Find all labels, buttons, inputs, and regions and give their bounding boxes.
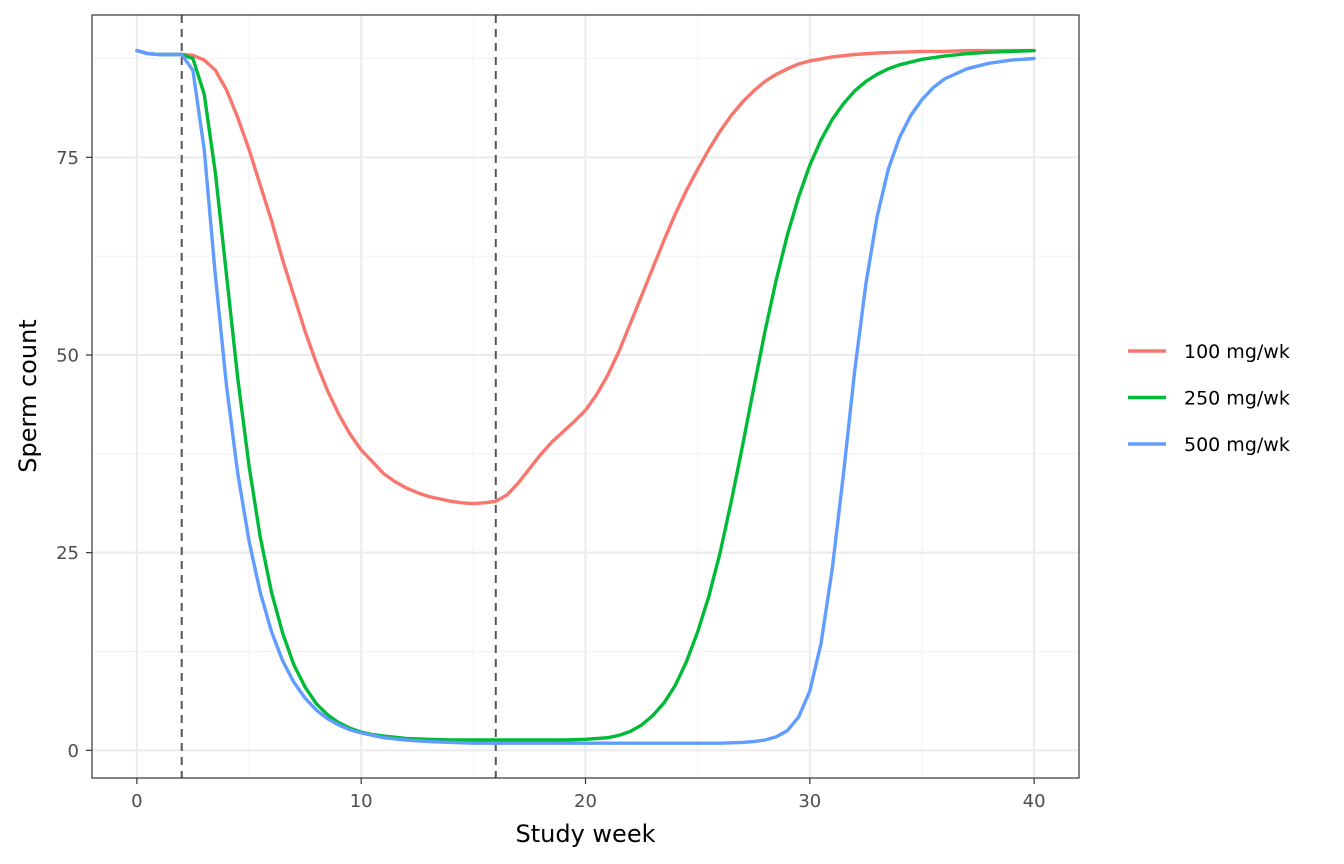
- legend: 100 mg/wk 250 mg/wk 500 mg/wk: [1128, 341, 1290, 456]
- x-tick-label: 30: [798, 791, 821, 812]
- y-axis: 0 25 50 75: [56, 148, 92, 762]
- x-tick-label: 0: [131, 791, 142, 812]
- x-axis-title: Study week: [516, 820, 656, 848]
- series-line-1: [135, 48, 1036, 742]
- series-lines: [135, 48, 1036, 745]
- y-axis-title: Sperm count: [14, 319, 42, 472]
- reference-lines: [180, 15, 497, 778]
- grid: [92, 15, 1079, 778]
- series-line-0: [135, 48, 1036, 506]
- x-tick-label: 40: [1023, 791, 1046, 812]
- y-tick-label: 75: [56, 148, 79, 169]
- x-tick-label: 10: [350, 791, 373, 812]
- legend-label-1: 250 mg/wk: [1184, 388, 1290, 410]
- series-line-2: [135, 48, 1036, 745]
- legend-label-0: 100 mg/wk: [1184, 341, 1290, 363]
- legend-label-2: 500 mg/wk: [1184, 434, 1290, 456]
- x-tick-label: 20: [574, 791, 597, 812]
- y-tick-label: 50: [56, 345, 79, 366]
- y-tick-label: 0: [68, 741, 79, 762]
- x-axis: 0 10 20 30 40: [131, 778, 1046, 812]
- y-tick-label: 25: [56, 543, 79, 564]
